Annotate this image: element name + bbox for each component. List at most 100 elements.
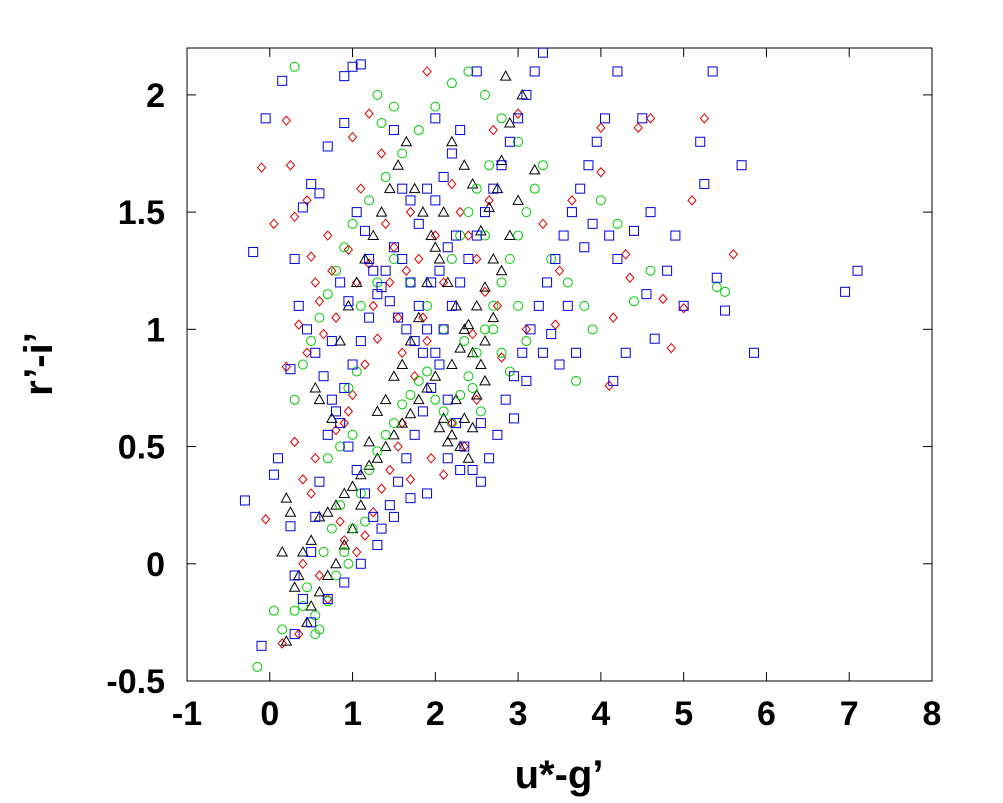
x-tick-label: 2 <box>426 695 445 733</box>
data-point <box>260 113 271 124</box>
data-point <box>331 570 341 581</box>
data-point <box>495 264 508 276</box>
data-point <box>466 346 479 358</box>
data-point <box>678 302 689 314</box>
data-point <box>338 538 351 550</box>
data-point <box>289 394 300 405</box>
series-circle <box>252 61 731 672</box>
data-point <box>335 418 346 429</box>
data-point <box>298 558 308 570</box>
data-point <box>496 160 507 171</box>
data-point <box>629 225 639 236</box>
data-point <box>322 141 333 152</box>
data-point <box>339 535 349 546</box>
data-point <box>268 605 279 616</box>
data-point <box>422 66 432 77</box>
data-point <box>670 230 681 241</box>
data-point <box>288 581 301 592</box>
data-point <box>376 282 387 293</box>
data-point <box>480 89 490 100</box>
data-point <box>504 136 515 147</box>
data-point <box>521 207 532 218</box>
data-point <box>454 342 467 353</box>
y-tick-labels: -0.5 0 0.5 1 1.5 2 <box>106 77 165 701</box>
data-point <box>736 160 747 171</box>
data-point <box>372 540 383 551</box>
data-point <box>314 312 325 323</box>
data-point <box>343 296 354 307</box>
data-point <box>480 207 490 218</box>
data-point <box>400 135 413 147</box>
data-point <box>388 370 400 381</box>
data-point <box>699 113 710 124</box>
data-point <box>463 230 474 241</box>
data-point <box>277 75 288 86</box>
series-triangle <box>276 70 541 646</box>
data-point <box>297 593 308 604</box>
data-point <box>280 492 293 503</box>
data-point <box>441 435 454 447</box>
data-point <box>447 178 457 190</box>
data-point <box>467 328 478 340</box>
data-point <box>658 293 668 305</box>
data-point <box>321 506 334 517</box>
data-point <box>371 405 384 416</box>
data-point <box>591 136 602 147</box>
data-point <box>335 516 345 527</box>
data-point <box>528 163 541 175</box>
data-point <box>285 521 296 532</box>
data-point <box>695 136 706 147</box>
data-point <box>359 225 370 236</box>
x-tick-label: 6 <box>757 695 776 733</box>
data-point <box>687 195 697 206</box>
data-point <box>508 371 519 382</box>
data-point <box>446 254 457 264</box>
data-point <box>604 230 615 241</box>
data-point <box>351 207 362 218</box>
data-point <box>471 347 482 358</box>
data-point <box>720 286 731 297</box>
data-point <box>488 300 499 311</box>
data-point <box>309 381 322 393</box>
y-tick-label: 1.5 <box>118 194 165 232</box>
data-point <box>413 218 424 229</box>
data-point <box>293 300 304 311</box>
data-point <box>305 534 318 545</box>
data-point <box>437 206 450 217</box>
data-point <box>521 336 532 347</box>
data-point <box>463 207 474 218</box>
data-point <box>537 47 548 58</box>
data-point <box>368 265 379 276</box>
data-point <box>408 182 421 194</box>
data-point <box>422 183 433 194</box>
data-point <box>595 195 606 206</box>
data-point <box>310 629 321 640</box>
data-point <box>405 493 416 504</box>
data-point <box>339 547 350 558</box>
data-point <box>596 122 606 133</box>
data-point <box>422 300 433 311</box>
data-point <box>409 336 420 347</box>
data-point <box>459 441 470 452</box>
data-point <box>446 358 458 369</box>
data-point <box>335 500 346 511</box>
x-tick-label: 4 <box>591 695 610 733</box>
data-point <box>417 406 428 417</box>
data-point <box>284 506 297 517</box>
data-point <box>513 300 524 311</box>
data-point <box>649 333 660 344</box>
data-point <box>500 394 511 405</box>
data-point <box>487 311 500 323</box>
data-point <box>306 336 317 347</box>
y-tick-label: 0 <box>146 546 165 584</box>
data-point <box>248 246 259 257</box>
data-point <box>458 159 471 170</box>
data-point <box>438 469 449 480</box>
data-point <box>480 230 490 241</box>
data-point <box>641 289 652 300</box>
data-point <box>396 358 409 369</box>
data-point <box>558 230 569 241</box>
data-point <box>480 324 490 335</box>
data-point <box>310 347 321 358</box>
data-point <box>521 89 532 100</box>
